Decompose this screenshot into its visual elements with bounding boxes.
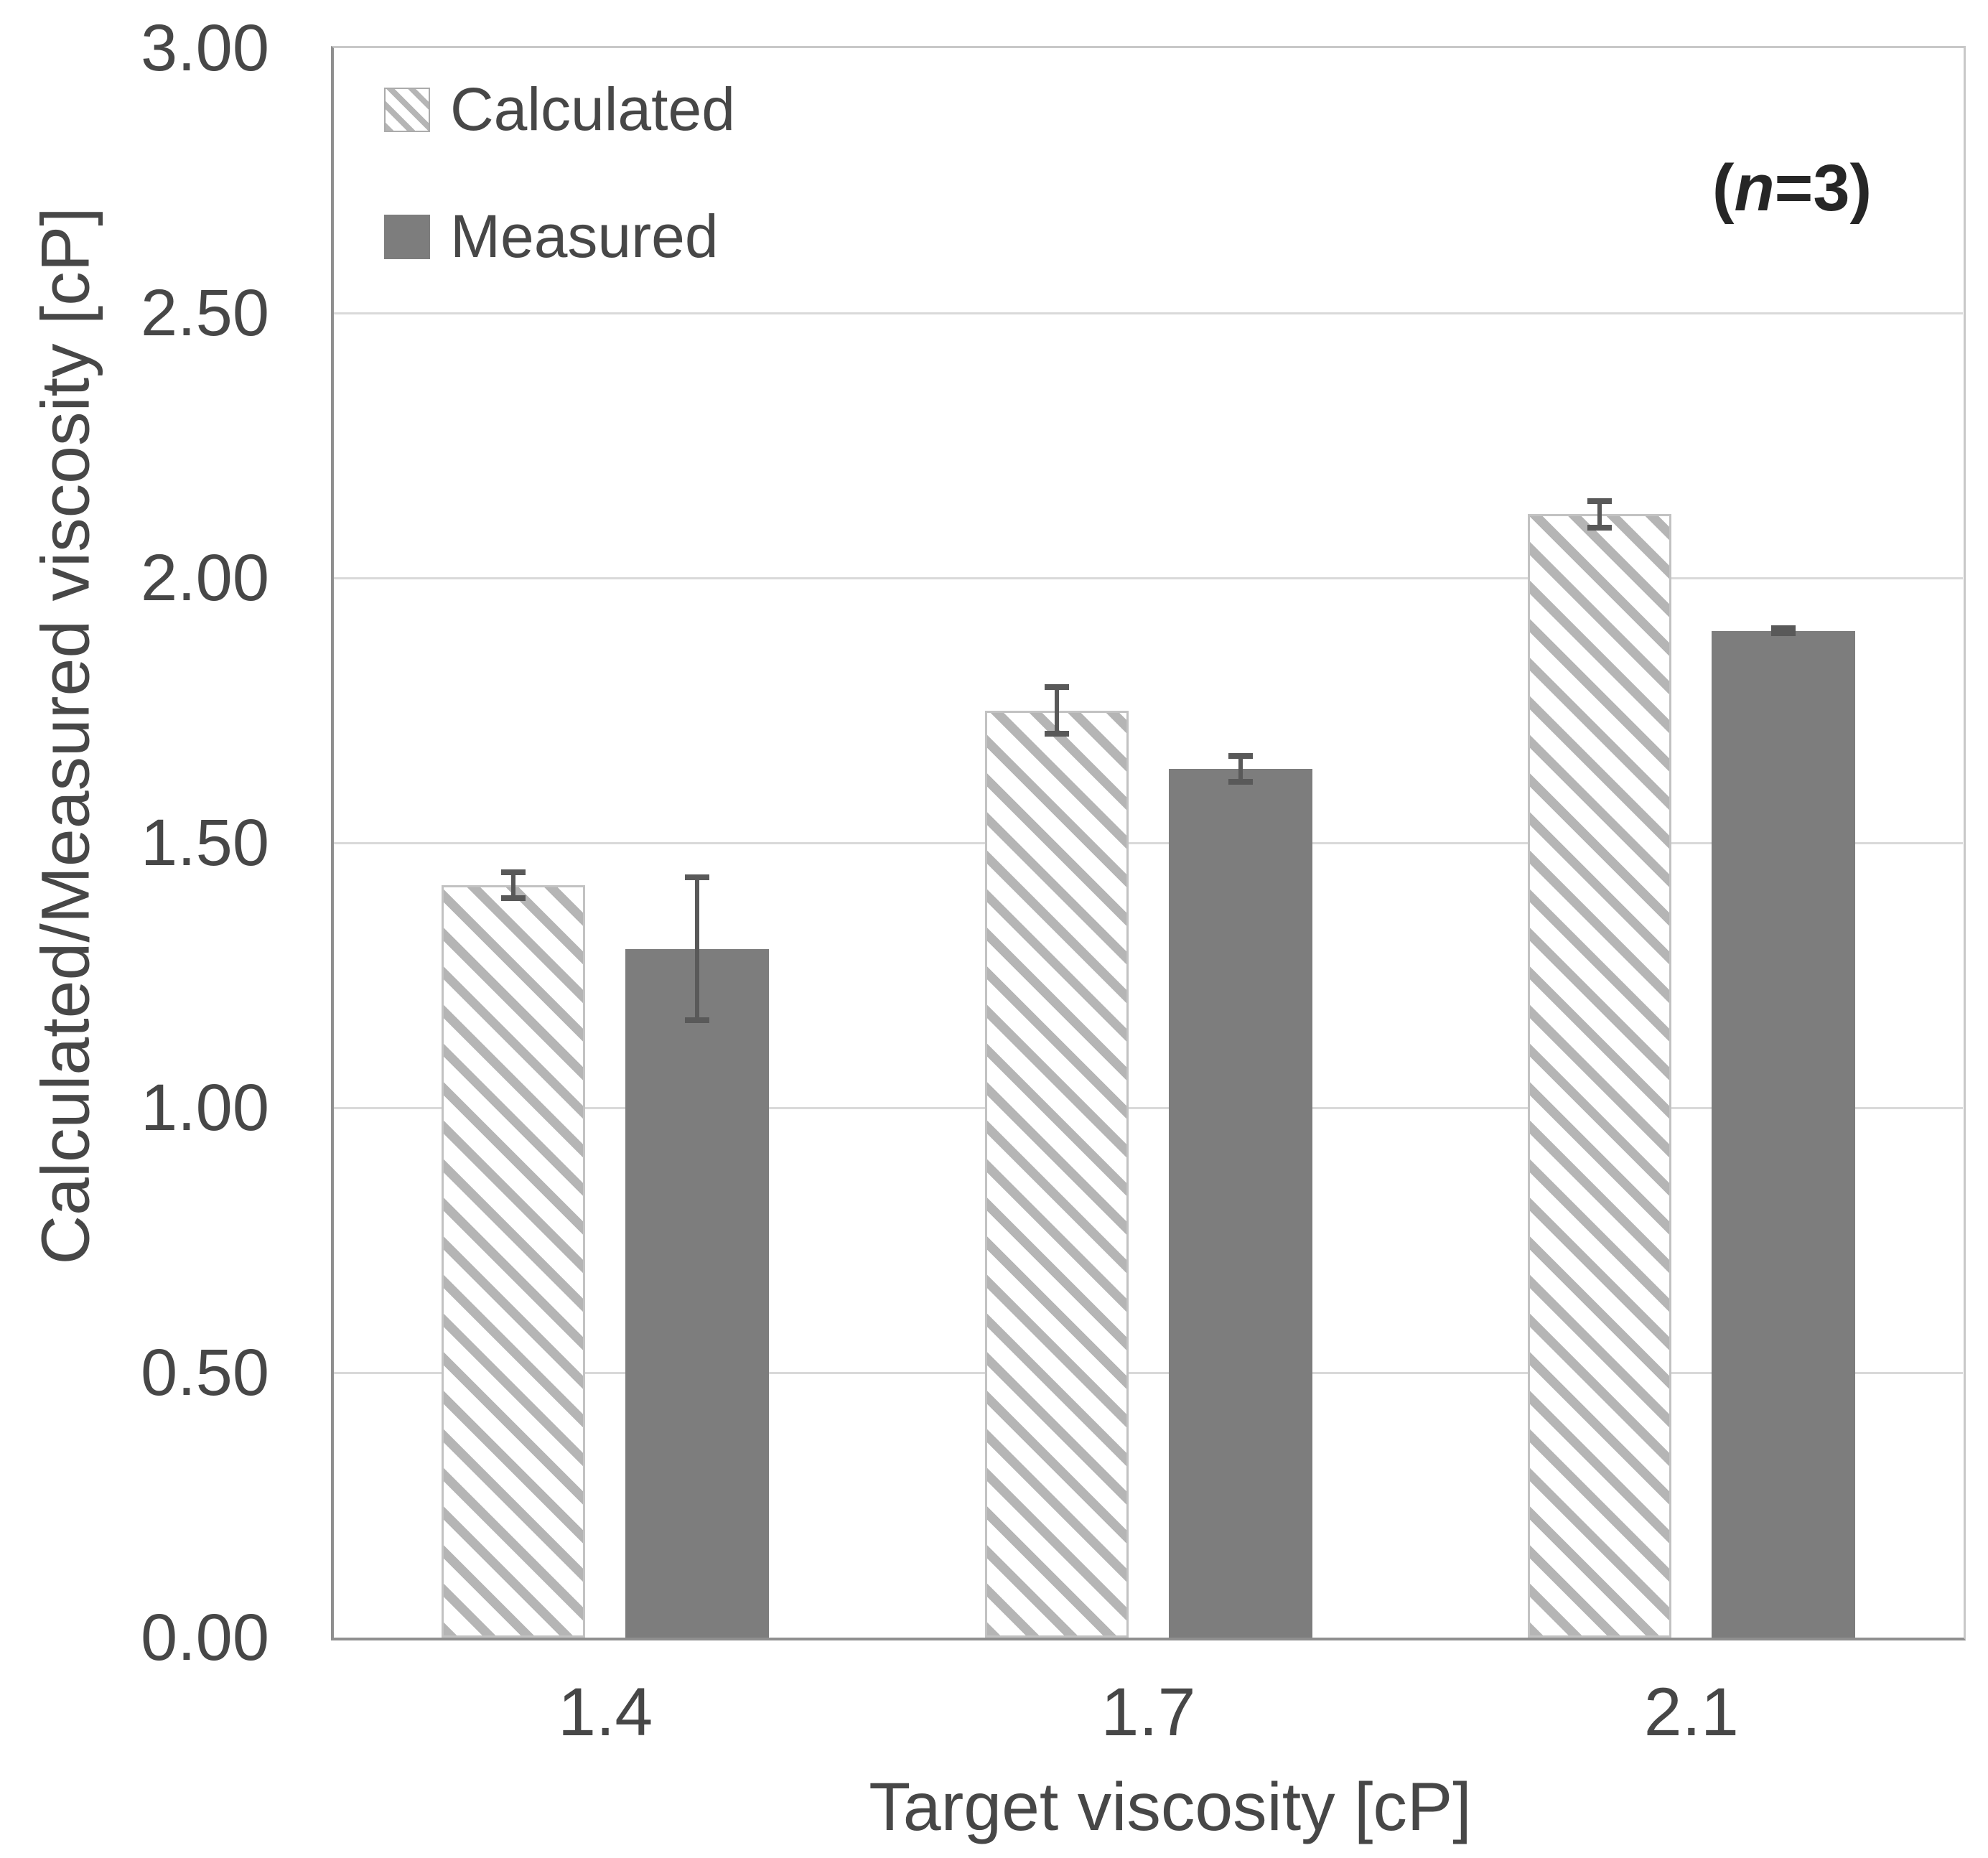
error-bar-cap	[1228, 778, 1253, 785]
error-bar-line	[1238, 752, 1243, 785]
y-tick-label: 2.00	[140, 541, 269, 615]
legend-label-measured: Measured	[450, 202, 719, 270]
gridline	[334, 1371, 1963, 1374]
error-bar-calculated-2.1	[1587, 498, 1612, 531]
error-bar-cap	[1587, 524, 1612, 531]
error-bar-measured-2.1	[1770, 625, 1796, 637]
bar-measured-2.1	[1711, 630, 1855, 1638]
gridline	[334, 576, 1963, 579]
error-bar-cap	[501, 869, 526, 875]
x-tick-label: 2.1	[1643, 1674, 1739, 1750]
error-bar-cap	[1044, 683, 1069, 690]
legend-entry-calculated: Calculated	[384, 68, 735, 151]
gridline	[334, 312, 1963, 314]
bar-calculated-1.7	[984, 710, 1129, 1638]
y-axis-title: Calculated/Measured viscosity [cP]	[27, 207, 104, 1265]
bar-measured-1.4	[625, 948, 770, 1638]
error-bar-calculated-1.7	[1044, 683, 1069, 737]
bar-calculated-2.1	[1527, 514, 1671, 1638]
y-tick-label: 0.00	[140, 1601, 269, 1674]
error-bar-cap	[1228, 752, 1253, 759]
x-tick-label: 1.7	[1101, 1674, 1196, 1750]
error-bar-cap	[1044, 731, 1069, 737]
y-tick-label: 2.50	[140, 276, 269, 350]
gridline	[334, 1106, 1963, 1109]
error-bar-measured-1.7	[1228, 752, 1253, 785]
legend-label-calculated: Calculated	[450, 75, 735, 143]
x-tick-label: 1.4	[558, 1674, 653, 1750]
legend-entry-measured: Measured	[384, 195, 719, 278]
error-bar-line	[1597, 498, 1602, 531]
y-tick-label: 0.50	[140, 1336, 269, 1409]
annotation-variable: n	[1734, 151, 1775, 225]
error-bar-cap	[685, 874, 710, 881]
bar-measured-1.7	[1168, 768, 1312, 1638]
gridline	[334, 841, 1963, 844]
x-axis-title: Target viscosity [cP]	[869, 1769, 1472, 1845]
error-bar-line	[1054, 683, 1059, 737]
error-bar-cap	[1770, 625, 1796, 632]
y-tick-label: 1.00	[140, 1071, 269, 1144]
sample-size-annotation: (n=3)	[1577, 142, 1988, 234]
y-tick-label: 3.00	[140, 11, 269, 85]
legend-swatch-calculated-icon	[384, 87, 430, 132]
annotation-open: (	[1712, 151, 1735, 225]
legend-swatch-measured-icon	[384, 214, 430, 259]
error-bar-cap	[1770, 630, 1796, 637]
error-bar-line	[695, 874, 700, 1023]
annotation-rest: =3)	[1774, 151, 1872, 225]
error-bar-cap	[1587, 498, 1612, 505]
error-bar-line	[511, 869, 516, 902]
bar-calculated-1.4	[442, 885, 586, 1638]
error-bar-calculated-1.4	[501, 869, 526, 902]
y-tick-label: 1.50	[140, 806, 269, 879]
error-bar-measured-1.4	[685, 874, 710, 1023]
error-bar-cap	[501, 895, 526, 902]
error-bar-cap	[685, 1017, 710, 1023]
